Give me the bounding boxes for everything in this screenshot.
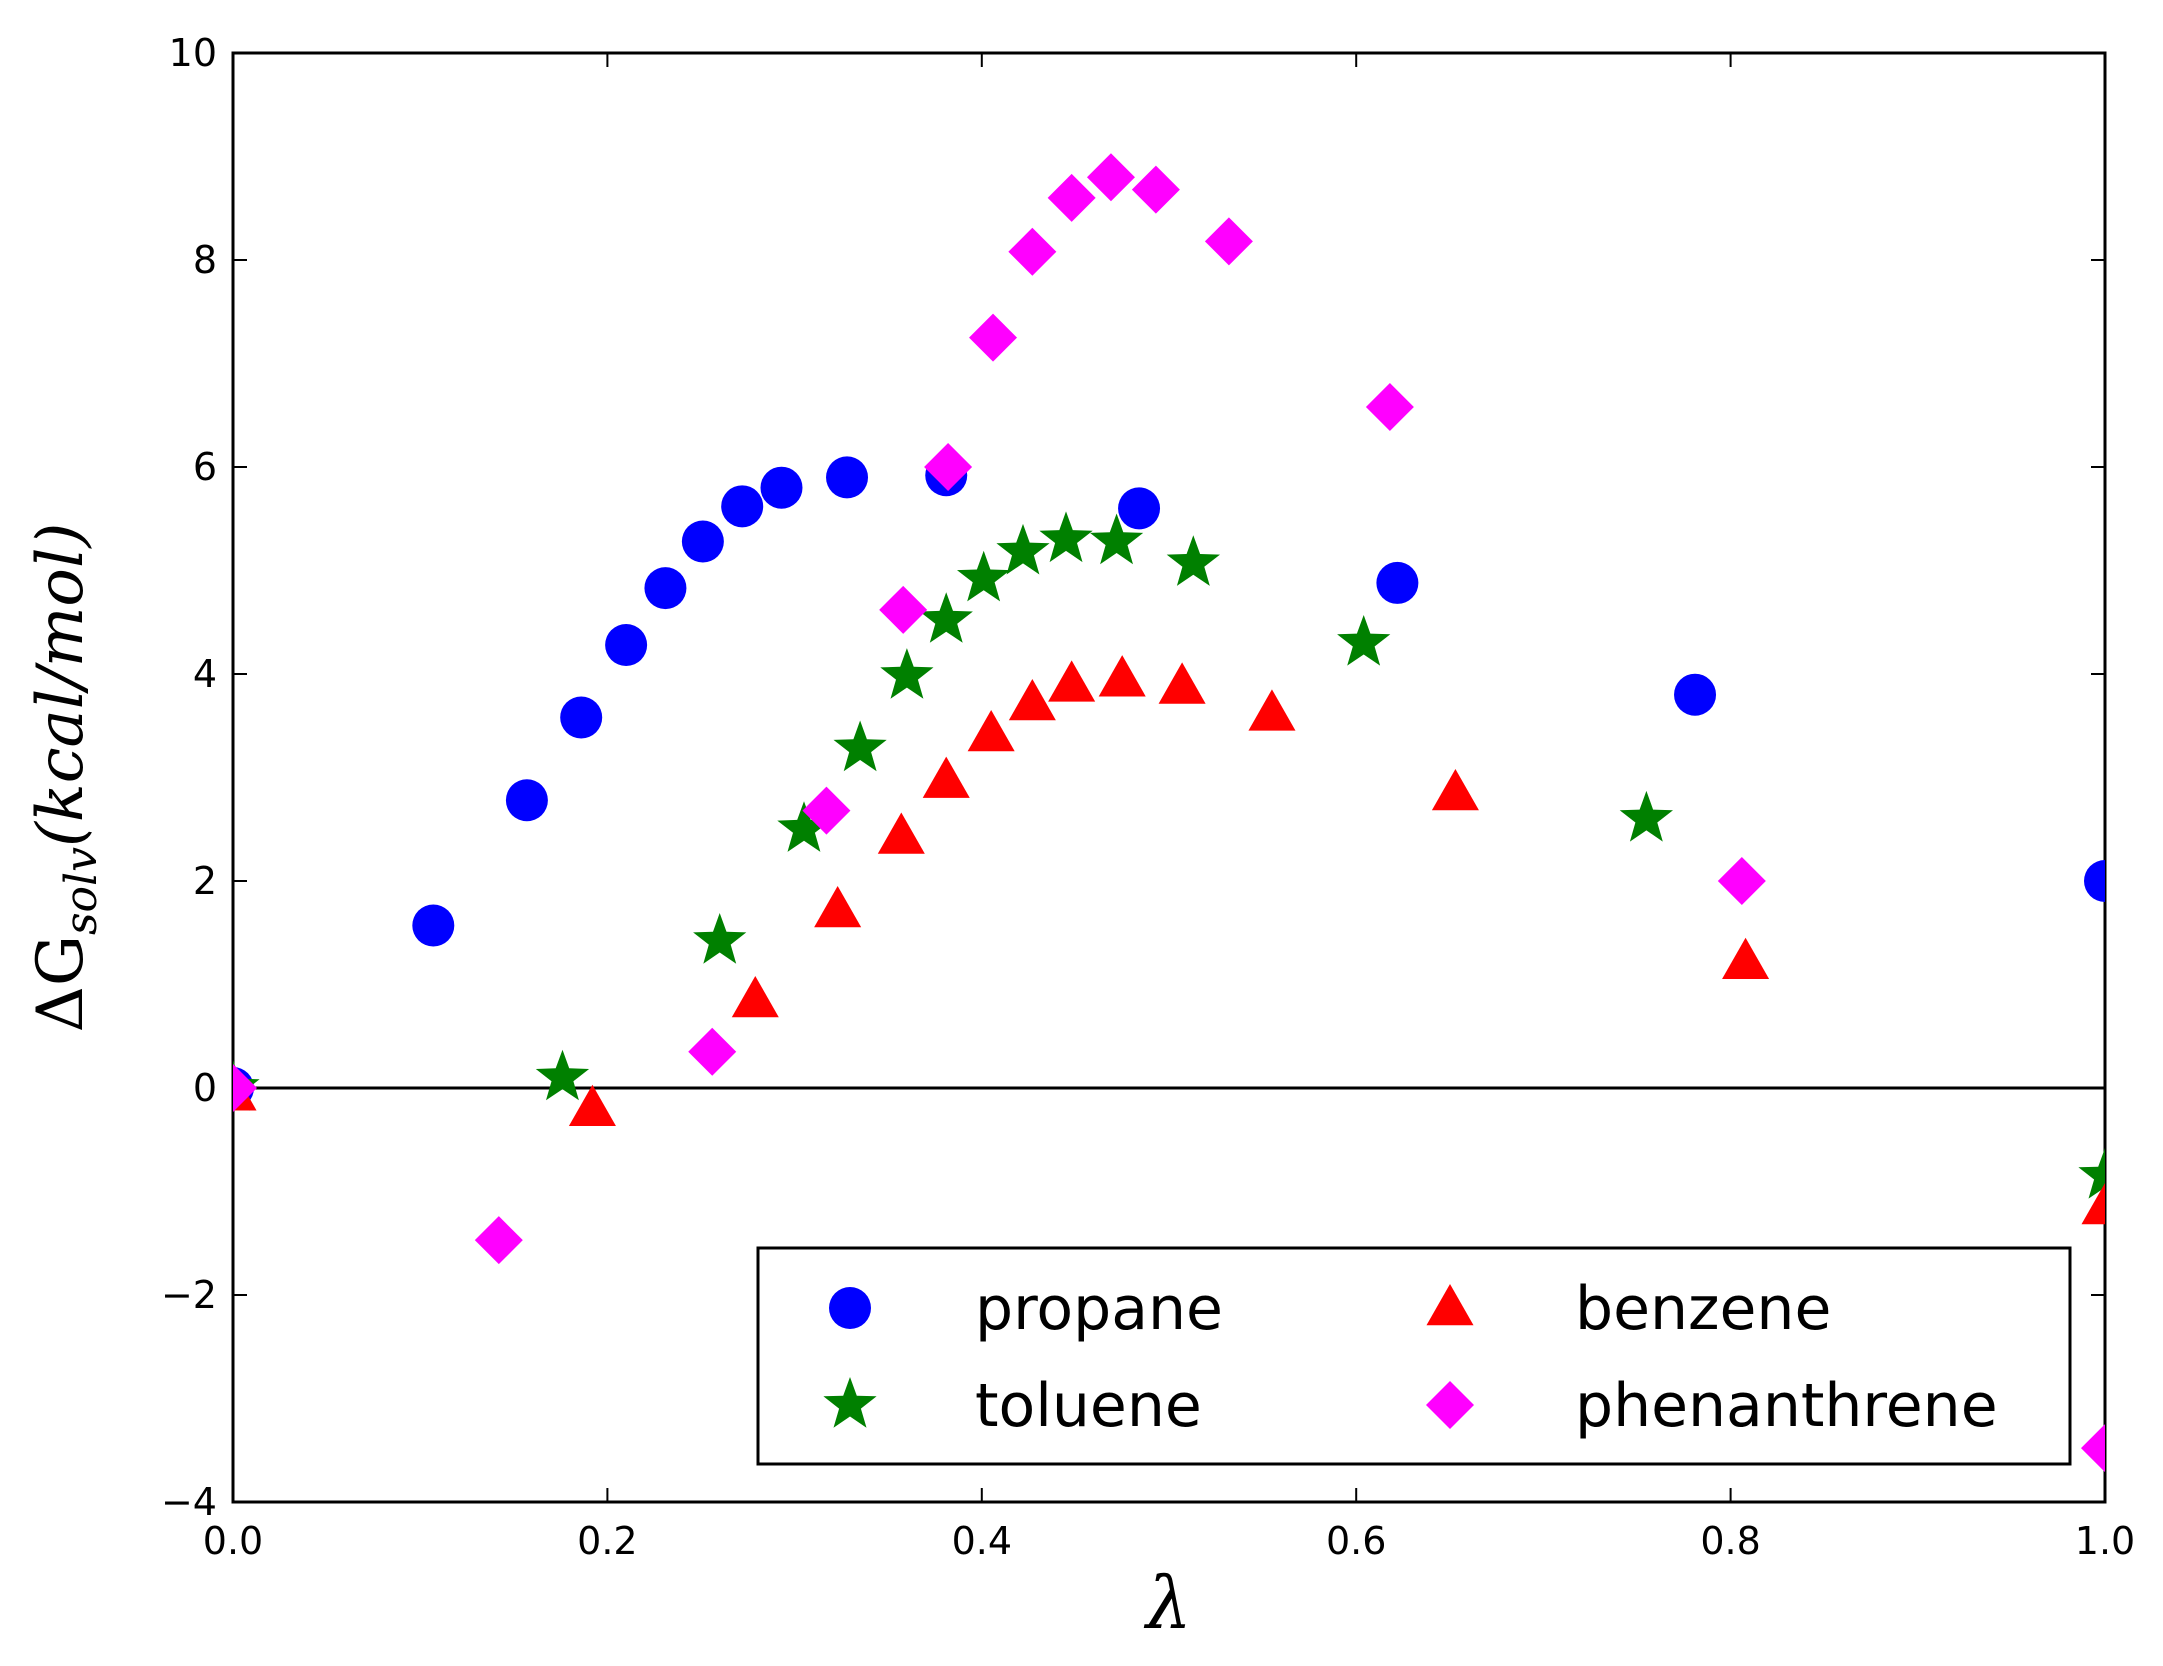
toluene-point	[919, 592, 973, 643]
toluene-point	[957, 550, 1011, 602]
propane-point	[505, 779, 548, 822]
x-tick-label: 1.0	[2075, 1519, 2135, 1563]
x-tick-label: 0.4	[952, 1519, 1012, 1563]
legend-marker-toluene	[823, 1377, 877, 1428]
toluene-point	[1619, 790, 1673, 842]
benzene-point	[967, 710, 1015, 752]
benzene-point	[2081, 1183, 2105, 1225]
propane-point	[1118, 487, 1161, 530]
phenanthrene-point	[233, 1064, 257, 1112]
legend-label-benzene: benzene	[1575, 1274, 1831, 1344]
phenanthrene-point	[969, 313, 1018, 362]
benzene-point	[1008, 678, 1056, 721]
propane-point	[605, 624, 648, 667]
y-tick-label: −2	[161, 1273, 217, 1317]
benzene-point	[877, 812, 925, 854]
phenanthrene-point	[802, 786, 851, 835]
y-tick-label: 10	[169, 31, 217, 75]
propane-point	[2084, 860, 2105, 902]
propane-point	[681, 520, 724, 563]
benzene-point	[1722, 937, 1770, 980]
benzene-point	[568, 1084, 616, 1126]
phenanthrene-point	[924, 443, 973, 491]
axis-ticks: 0.0 0.2 0.4 0.6 0.8 1.0 −4 −2 0 2 4 6 8 10	[161, 31, 2135, 1563]
y-tick-label: 8	[193, 238, 217, 282]
benzene-point	[1248, 689, 1296, 731]
legend-marker-propane	[829, 1287, 871, 1329]
legend-label-phenanthrene: phenanthrene	[1575, 1371, 1998, 1441]
phenanthrene-point	[2081, 1424, 2105, 1473]
y-axis-label-units: (kcal/mol)	[24, 523, 98, 847]
benzene-point	[1098, 655, 1146, 697]
phenanthrene-point	[1086, 153, 1135, 202]
y-axis-label-main: ΔG	[24, 935, 98, 1032]
phenanthrene-point	[1008, 227, 1057, 276]
propane-point	[1376, 561, 1419, 604]
legend-marker-benzene	[1426, 1284, 1474, 1326]
toluene-point	[535, 1049, 590, 1101]
propane-point	[560, 696, 603, 739]
propane-point	[826, 456, 869, 499]
toluene-point	[1039, 511, 1093, 563]
y-tick-label: −4	[161, 1480, 217, 1524]
phenanthrene-point	[879, 585, 928, 634]
legend-label-toluene: toluene	[975, 1371, 1202, 1441]
benzene-point	[922, 756, 970, 798]
toluene-point	[880, 648, 934, 699]
phenanthrene-point	[1204, 217, 1253, 266]
benzene-point	[814, 885, 862, 928]
y-tick-label: 0	[193, 1066, 217, 1110]
y-axis-label-subscript: solv	[56, 847, 107, 935]
propane-point	[1674, 673, 1717, 716]
phenanthrene-point	[1047, 173, 1096, 222]
toluene-point	[996, 523, 1050, 575]
benzene-point	[731, 976, 779, 1018]
toluene-point	[777, 801, 831, 852]
legend: propane benzene toluene phenanthrene	[756, 1246, 2072, 1466]
phenanthrene-point	[1365, 382, 1414, 431]
propane-point	[644, 567, 687, 610]
legend-marker-phenanthrene	[1426, 1381, 1474, 1429]
x-tick-label: 0.2	[577, 1519, 637, 1563]
toluene-point	[2078, 1148, 2105, 1199]
phenanthrene-point	[688, 1027, 737, 1076]
y-tick-label: 4	[193, 652, 217, 696]
phenanthrene-point	[474, 1216, 523, 1265]
data-markers	[233, 153, 2105, 1473]
toluene-point	[1166, 535, 1220, 586]
legend-box	[756, 1246, 2072, 1466]
toluene-point	[1337, 615, 1391, 666]
toluene-point	[1090, 513, 1144, 565]
y-axis-label: ΔGsolv(kcal/mol)	[24, 523, 107, 1033]
y-tick-label: 6	[193, 445, 217, 489]
propane-point	[721, 485, 764, 528]
y-tick-label: 2	[193, 859, 217, 903]
propane-point	[760, 466, 803, 509]
benzene-point	[1048, 660, 1096, 702]
legend-label-propane: propane	[975, 1274, 1223, 1344]
propane-point	[412, 904, 455, 947]
toluene-point	[693, 913, 747, 964]
x-tick-label: 0.6	[1326, 1519, 1386, 1563]
x-tick-label: 0.0	[203, 1519, 263, 1563]
toluene-point	[833, 720, 887, 772]
phenanthrene-point	[1131, 165, 1180, 214]
x-tick-label: 0.8	[1700, 1519, 1760, 1563]
benzene-point	[1158, 662, 1206, 704]
x-axis-label: λ	[1143, 1561, 1192, 1645]
phenanthrene-point	[1717, 857, 1766, 905]
plot-frame	[231, 51, 2107, 1504]
benzene-point	[1431, 769, 1479, 811]
